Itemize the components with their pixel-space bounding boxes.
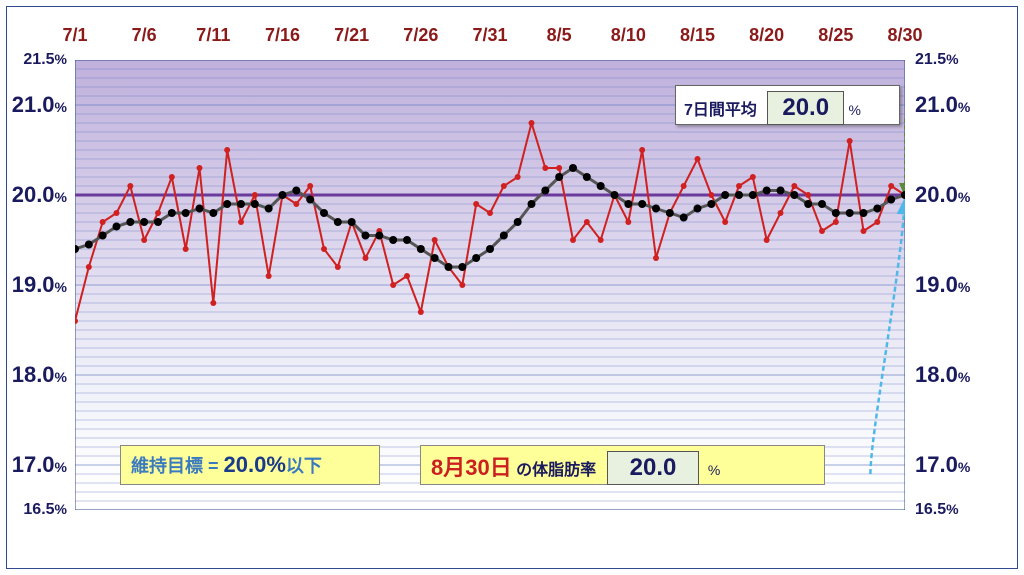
- y-tick-label-left: 16.5%: [23, 501, 67, 519]
- current-box: 8月30日 の体脂肪率 20.0 %: [420, 445, 825, 485]
- current-unit: %: [708, 462, 720, 478]
- x-tick-label: 7/6: [132, 25, 157, 46]
- x-tick-label: 7/11: [196, 25, 230, 46]
- current-label: の体脂肪率: [516, 462, 596, 479]
- y-tick-label-right: 19.0%: [915, 272, 970, 298]
- chart-svg: [75, 60, 905, 510]
- avg-unit: %: [849, 102, 861, 118]
- x-tick-label: 8/30: [887, 25, 922, 46]
- x-tick-label: 8/10: [611, 25, 646, 46]
- x-tick-label: 7/16: [265, 25, 300, 46]
- goal-suffix: 以下: [286, 456, 322, 476]
- x-tick-label: 7/31: [472, 25, 507, 46]
- x-tick-label: 8/25: [818, 25, 853, 46]
- goal-value: 20.0%: [224, 452, 286, 477]
- current-value: 20.0: [607, 451, 700, 485]
- current-date: 8月30日: [431, 455, 512, 480]
- goal-prefix: 維持目標 =: [131, 456, 219, 476]
- x-tick-label: 8/20: [749, 25, 784, 46]
- x-tick-label: 8/15: [680, 25, 715, 46]
- avg-label: 7日間平均: [684, 102, 757, 119]
- y-tick-label-left: 21.0%: [12, 92, 67, 118]
- y-tick-label-right: 21.0%: [915, 92, 970, 118]
- y-tick-label-right: 20.0%: [915, 182, 970, 208]
- y-tick-label-left: 19.0%: [12, 272, 67, 298]
- goal-box: 維持目標 = 20.0%以下: [120, 445, 380, 485]
- y-tick-label-left: 21.5%: [23, 51, 67, 69]
- plot-area: [75, 60, 905, 510]
- avg-value: 20.0: [767, 91, 844, 125]
- y-tick-label-right: 21.5%: [915, 51, 959, 69]
- x-tick-label: 7/21: [334, 25, 369, 46]
- avg-box: 7日間平均 20.0 %: [675, 85, 900, 125]
- y-tick-label-left: 20.0%: [12, 182, 67, 208]
- y-tick-label-left: 17.0%: [12, 452, 67, 478]
- y-tick-label-left: 18.0%: [12, 362, 67, 388]
- x-tick-label: 7/1: [62, 25, 87, 46]
- y-tick-label-right: 18.0%: [915, 362, 970, 388]
- y-tick-label-right: 17.0%: [915, 452, 970, 478]
- y-tick-label-right: 16.5%: [915, 501, 959, 519]
- x-tick-label: 8/5: [547, 25, 572, 46]
- x-tick-label: 7/26: [403, 25, 438, 46]
